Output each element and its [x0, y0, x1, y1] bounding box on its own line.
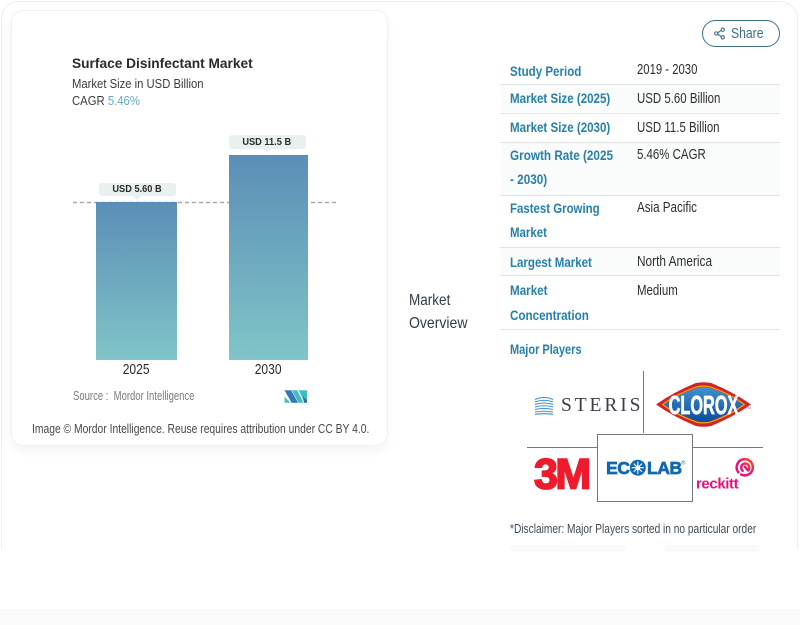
svg-text:reckitt: reckitt — [696, 476, 739, 492]
svg-text:3M: 3M — [534, 455, 589, 491]
svg-text:EC: EC — [606, 459, 630, 476]
svg-text:LAB: LAB — [647, 459, 682, 476]
svg-text:TM: TM — [746, 406, 751, 410]
svg-text:CLOROX: CLOROX — [669, 391, 739, 420]
svg-text:®: ® — [681, 460, 686, 467]
